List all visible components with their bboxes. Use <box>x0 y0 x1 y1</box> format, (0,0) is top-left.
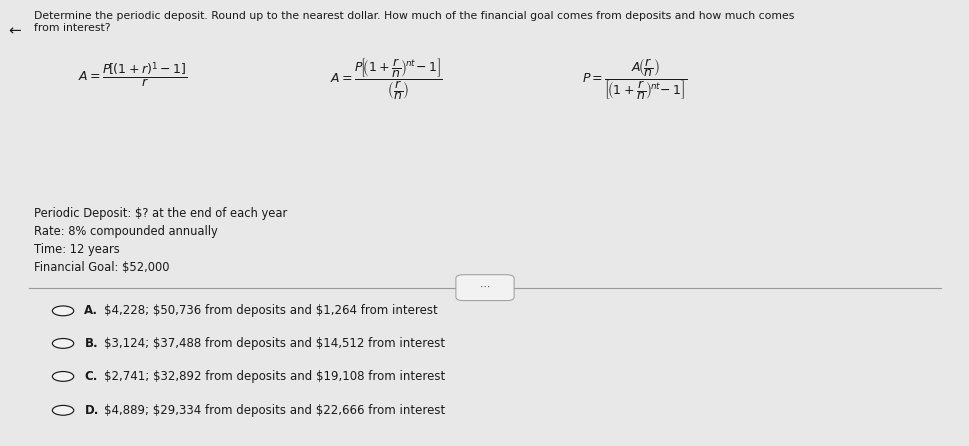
Text: ←: ← <box>8 23 20 38</box>
Text: Financial Goal: $52,000: Financial Goal: $52,000 <box>34 261 170 274</box>
Text: Periodic Deposit: $? at the end of each year: Periodic Deposit: $? at the end of each … <box>34 207 287 220</box>
Circle shape <box>52 405 74 415</box>
Text: B.: B. <box>84 337 98 350</box>
Text: $3,124; $37,488 from deposits and $14,512 from interest: $3,124; $37,488 from deposits and $14,51… <box>104 337 445 350</box>
Circle shape <box>52 339 74 348</box>
Text: D.: D. <box>84 404 99 417</box>
Text: $4,889; $29,334 from deposits and $22,666 from interest: $4,889; $29,334 from deposits and $22,66… <box>104 404 445 417</box>
Text: $4,228; $50,736 from deposits and $1,264 from interest: $4,228; $50,736 from deposits and $1,264… <box>104 304 437 318</box>
Text: $2,741; $32,892 from deposits and $19,108 from interest: $2,741; $32,892 from deposits and $19,10… <box>104 370 445 383</box>
Text: C.: C. <box>84 370 98 383</box>
Text: $A=\dfrac{P\!\left[(1+r)^{1}-1\right]}{r}$: $A=\dfrac{P\!\left[(1+r)^{1}-1\right]}{r… <box>78 60 187 90</box>
Text: $P=\dfrac{A\!\left(\dfrac{r}{n}\right)}{\left[\!\left(1+\dfrac{r}{n}\right)^{\!n: $P=\dfrac{A\!\left(\dfrac{r}{n}\right)}{… <box>581 56 687 102</box>
Text: from interest?: from interest? <box>34 23 110 33</box>
Text: $A=\dfrac{P\!\left[\!\left(1+\dfrac{r}{n}\right)^{\!nt}\!-1\right]}{\left(\dfrac: $A=\dfrac{P\!\left[\!\left(1+\dfrac{r}{n… <box>329 56 442 102</box>
Text: Time: 12 years: Time: 12 years <box>34 243 119 256</box>
Text: ⋯: ⋯ <box>480 282 489 292</box>
FancyBboxPatch shape <box>455 275 514 301</box>
Circle shape <box>52 306 74 316</box>
Circle shape <box>52 372 74 381</box>
Text: Determine the periodic deposit. Round up to the nearest dollar. How much of the : Determine the periodic deposit. Round up… <box>34 11 794 21</box>
Text: Rate: 8% compounded annually: Rate: 8% compounded annually <box>34 225 217 238</box>
Text: A.: A. <box>84 304 98 318</box>
